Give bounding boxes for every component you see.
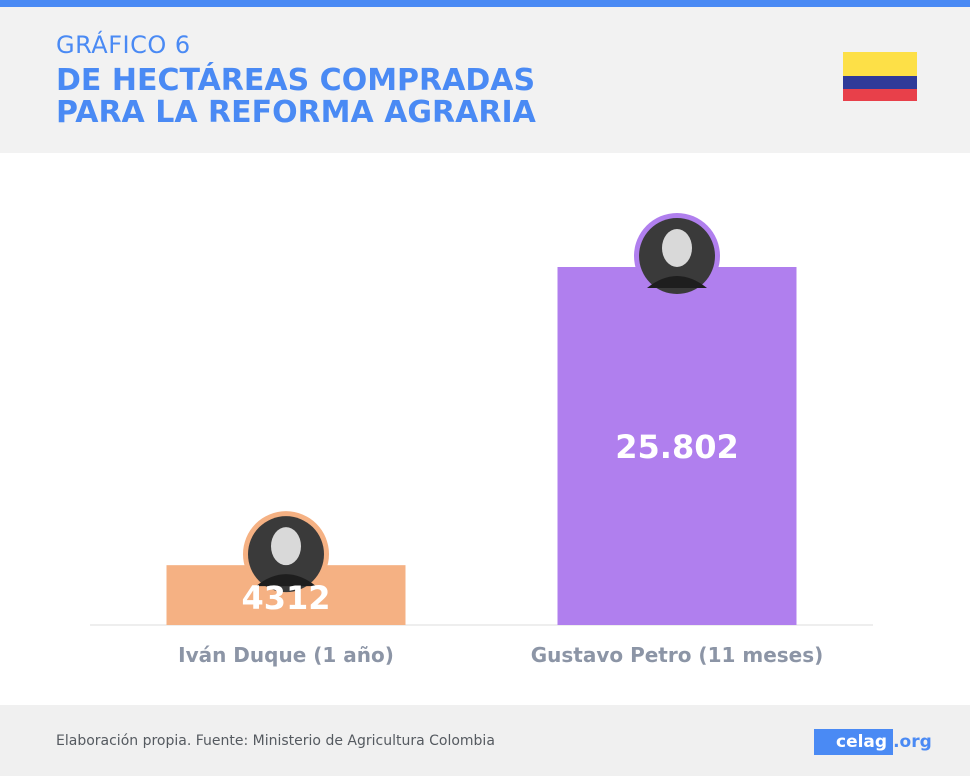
avatar-duque [243,511,329,598]
bar-chart-svg: 4312 25.802 [90,213,873,626]
chart-title: DE HECTÁREAS COMPRADAS PARA LA REFORMA A… [56,65,536,129]
chart-number: GRÁFICO 6 [56,31,191,59]
flag-yellow-stripe [843,52,917,76]
avatar-petro [634,213,720,299]
flag-blue-stripe [843,76,917,89]
source-note: Elaboración propia. Fuente: Ministerio d… [56,733,495,749]
value-label-duque: 4312 [241,579,330,617]
celag-logo: celag .org [814,728,932,756]
avatar-shoulders-petro [647,276,707,288]
celag-logo-text: celag [814,729,894,755]
bar-petro [557,267,797,625]
avatar-face-duque [271,527,301,566]
avatar-face-petro [662,229,692,267]
chart-title-line-1: DE HECTÁREAS COMPRADAS [56,63,536,98]
celag-logo-suffix: .org [893,732,932,752]
top-accent-strip [0,0,970,7]
avatar-shoulders-duque [256,574,316,587]
category-label-duque: Iván Duque (1 año) [178,643,394,667]
category-label-petro: Gustavo Petro (11 meses) [530,643,824,667]
header: GRÁFICO 6 DE HECTÁREAS COMPRADAS PARA LA… [0,7,970,153]
bar-chart: 4312 25.802 Iván Duque (1 año) Gustavo Pe… [0,153,970,705]
colombia-flag-icon [843,52,917,101]
flag-red-stripe [843,89,917,101]
value-label-petro: 25.802 [615,428,738,466]
footer: Elaboración propia. Fuente: Ministerio d… [0,705,970,776]
chart-title-line-2: PARA LA REFORMA AGRARIA [56,95,536,130]
